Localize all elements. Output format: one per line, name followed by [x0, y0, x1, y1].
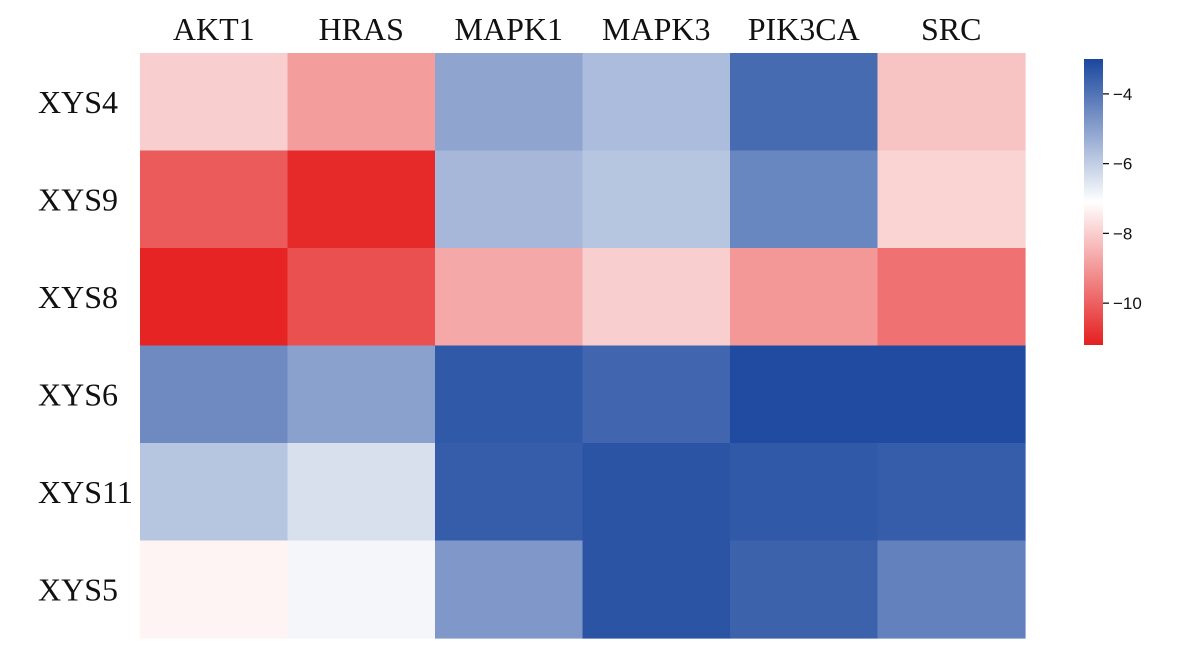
- heatmap-cell-xys4-mapk3: [582, 53, 731, 152]
- row-labels: XYS4 XYS9 XYS8 XYS6 XYS11 XYS5: [38, 84, 133, 608]
- heatmap-cell-xys6-mapk3: [582, 345, 731, 444]
- heatmap-cell-xys9-akt1: [140, 150, 289, 249]
- heatmap-cell-xys5-src: [877, 540, 1026, 639]
- heatmap-cell-xys4-mapk1: [435, 53, 584, 152]
- heatmap-cell-xys5-pik3ca: [730, 540, 879, 639]
- heatmap-cell-xys11-mapk3: [582, 443, 731, 542]
- column-label: MAPK3: [602, 11, 710, 47]
- heatmap-cell-xys11-src: [877, 443, 1026, 542]
- heatmap-cell-xys9-src: [877, 150, 1026, 249]
- row-label: XYS8: [38, 279, 118, 315]
- heatmap-cell-xys8-src: [877, 248, 1026, 347]
- heatmap-cell-xys8-hras: [287, 248, 436, 347]
- heatmap-cell-xys8-pik3ca: [730, 248, 879, 347]
- heatmap-cell-xys4-hras: [287, 53, 436, 152]
- heatmap-cell-xys9-pik3ca: [730, 150, 879, 249]
- heatmap-cell-xys5-hras: [287, 540, 436, 639]
- column-label: MAPK1: [455, 11, 563, 47]
- heatmap-cell-xys8-akt1: [140, 248, 289, 347]
- heatmap-cell-xys11-mapk1: [435, 443, 584, 542]
- heatmap-cell-xys9-mapk1: [435, 150, 584, 249]
- heatmap-cell-xys9-hras: [287, 150, 436, 249]
- colorbar-tick-label: −6: [1113, 155, 1132, 174]
- heatmap-cell-xys11-pik3ca: [730, 443, 879, 542]
- colorbar-tick-label: −8: [1113, 224, 1132, 243]
- colorbar-gradient: [1084, 59, 1103, 345]
- heatmap-cell-xys11-akt1: [140, 443, 289, 542]
- colorbar-ticks: −4 −6 −8 −10: [1103, 85, 1142, 313]
- heatmap-cell-xys5-mapk3: [582, 540, 731, 639]
- heatmap-cell-xys4-pik3ca: [730, 53, 879, 152]
- heatmap-cells: [140, 53, 1026, 639]
- row-label: XYS5: [38, 571, 118, 607]
- colorbar-tick-label: −4: [1113, 85, 1132, 104]
- heatmap-cell-xys8-mapk3: [582, 248, 731, 347]
- column-label: SRC: [921, 11, 981, 47]
- heatmap-cell-xys4-akt1: [140, 53, 289, 152]
- column-label: PIK3CA: [748, 11, 860, 47]
- heatmap-cell-xys5-akt1: [140, 540, 289, 639]
- heatmap-cell-xys6-hras: [287, 345, 436, 444]
- colorbar: −4 −6 −8 −10: [1084, 59, 1142, 345]
- row-label: XYS6: [38, 376, 118, 412]
- row-label: XYS4: [38, 84, 118, 120]
- column-labels: AKT1 HRAS MAPK1 MAPK3 PIK3CA SRC: [173, 11, 982, 47]
- heatmap-cell-xys9-mapk3: [582, 150, 731, 249]
- heatmap-cell-xys5-mapk1: [435, 540, 584, 639]
- heatmap-cell-xys6-mapk1: [435, 345, 584, 444]
- row-label: XYS11: [38, 474, 133, 510]
- heatmap-cell-xys6-akt1: [140, 345, 289, 444]
- heatmap-cell-xys6-pik3ca: [730, 345, 879, 444]
- colorbar-tick-label: −10: [1113, 294, 1142, 313]
- column-label: AKT1: [173, 11, 255, 47]
- heatmap-cell-xys6-src: [877, 345, 1026, 444]
- column-label: HRAS: [319, 11, 404, 47]
- heatmap-cell-xys4-src: [877, 53, 1026, 152]
- heatmap-cell-xys8-mapk1: [435, 248, 584, 347]
- heatmap-cell-xys11-hras: [287, 443, 436, 542]
- row-label: XYS9: [38, 181, 118, 217]
